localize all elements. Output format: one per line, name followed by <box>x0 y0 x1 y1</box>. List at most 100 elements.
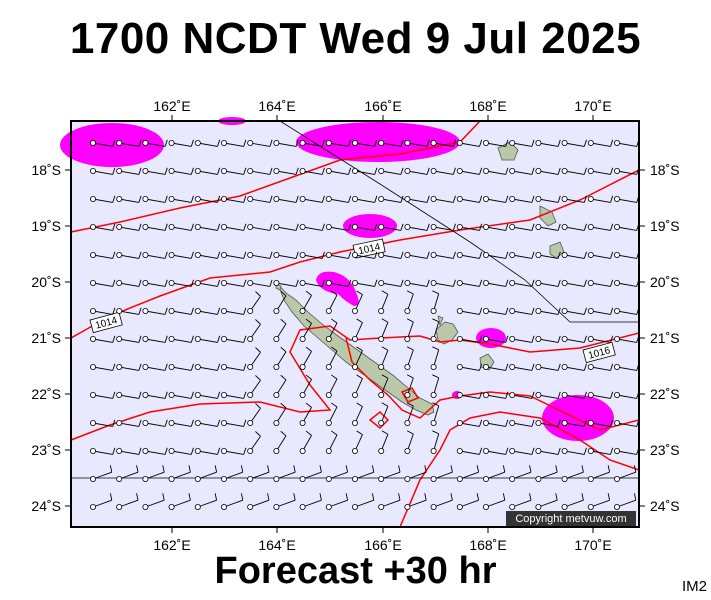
lon-label: 164˚E <box>258 537 295 553</box>
wind-barb <box>378 493 401 510</box>
wind-barb <box>220 363 247 371</box>
wind-barb <box>299 279 325 287</box>
wind-barb <box>325 465 349 482</box>
wind-barb <box>404 139 430 147</box>
wind-barb <box>90 335 116 343</box>
wind-barb <box>220 251 247 259</box>
wind-barb <box>116 195 142 203</box>
wind-barb <box>587 139 614 147</box>
wind-barb <box>273 167 299 175</box>
wind-barb <box>90 279 116 287</box>
lat-labels-left: 18˚S 19˚S 20˚S 21˚S 22˚S 23˚S 24˚S <box>31 162 61 514</box>
wind-barb <box>299 290 312 314</box>
wind-barb <box>482 391 509 399</box>
wind-barb <box>168 251 194 259</box>
wind-barb <box>561 419 587 427</box>
wind-barb <box>168 447 194 455</box>
wind-barb <box>247 223 273 231</box>
wind-barb <box>325 195 352 203</box>
wind-barb <box>482 223 509 231</box>
wind-barb <box>587 167 614 175</box>
wind-barb <box>587 195 614 203</box>
wind-barb <box>351 402 363 426</box>
wind-barb <box>325 430 338 454</box>
isobar-label: 1014 <box>89 311 123 334</box>
wind-barb <box>90 195 116 203</box>
wind-barb <box>116 223 142 231</box>
lon-labels-bottom: 162˚E 164˚E 166˚E 168˚E 170˚E <box>153 537 611 553</box>
wind-barb <box>299 139 325 147</box>
wind-barb <box>351 318 363 342</box>
wind-barb <box>194 419 221 427</box>
wind-barb <box>535 465 558 482</box>
wind-barb <box>194 447 221 455</box>
wind-barb <box>456 493 480 510</box>
wind-barb <box>404 279 430 287</box>
wind-barb <box>535 493 558 510</box>
wind-barb <box>194 139 221 147</box>
map-title: 1700 NCDT Wed 9 Jul 2025 <box>69 14 642 63</box>
wind-barb <box>535 363 561 371</box>
wind-barb <box>456 447 483 455</box>
eez-boundary-line <box>279 120 639 323</box>
wind-barb <box>90 465 113 482</box>
wind-barb <box>509 493 532 510</box>
wind-barb <box>404 493 427 510</box>
wind-barb <box>90 139 116 147</box>
isobar-line <box>345 337 640 431</box>
wind-barb <box>378 465 401 482</box>
wind-barb <box>220 279 247 287</box>
map-background <box>71 121 639 527</box>
wind-barb <box>456 391 483 399</box>
lat-label: 20˚S <box>650 274 680 290</box>
lon-label: 162˚E <box>153 98 190 114</box>
wind-barb <box>404 346 414 370</box>
wind-barb <box>535 335 561 343</box>
lon-label: 166˚E <box>364 537 401 553</box>
wind-barb <box>561 223 587 231</box>
wind-barb <box>456 307 483 315</box>
wind-barb <box>378 430 389 454</box>
isobar-line <box>399 411 640 528</box>
wind-barb <box>325 346 338 370</box>
wind-barb <box>351 167 378 175</box>
wind-barb <box>482 419 509 427</box>
wind-barb <box>299 167 325 175</box>
wind-barb <box>194 465 218 482</box>
wind-barb <box>299 465 322 482</box>
wind-barb <box>273 290 287 314</box>
lon-labels-top: 162˚E 164˚E 166˚E 168˚E 170˚E <box>153 98 611 114</box>
wind-barb <box>220 167 247 175</box>
wind-barb <box>247 279 273 287</box>
svg-text:Copyright metvuw.com: Copyright metvuw.com <box>515 513 626 525</box>
high-wind-area <box>60 123 164 167</box>
lon-label: 164˚E <box>258 98 295 114</box>
wind-barb <box>404 223 430 231</box>
wind-barb <box>456 465 480 482</box>
wind-barb <box>142 419 168 427</box>
wind-barb <box>535 419 561 427</box>
wind-barb <box>482 279 509 287</box>
wind-barb <box>194 167 221 175</box>
wind-barb <box>142 335 168 343</box>
lat-label: 24˚S <box>31 498 61 514</box>
wind-barb <box>430 251 456 259</box>
wind-barb <box>273 279 299 287</box>
wind-barb <box>220 493 244 510</box>
lon-label: 170˚E <box>574 98 611 114</box>
lat-label: 23˚S <box>31 442 61 458</box>
wind-barb <box>142 465 165 482</box>
wind-barb <box>142 493 165 510</box>
lat-label: 24˚S <box>650 498 680 514</box>
lat-label: 22˚S <box>31 386 61 402</box>
wind-barb <box>482 307 509 315</box>
wind-barb <box>325 318 338 342</box>
wind-barb <box>247 347 261 370</box>
wind-barb <box>116 363 142 371</box>
wind-barb <box>561 391 587 399</box>
wind-barb <box>509 195 535 203</box>
high-wind-area <box>343 214 397 238</box>
wind-barb <box>351 493 375 510</box>
wind-barb <box>535 195 561 203</box>
wind-barb <box>430 402 440 426</box>
